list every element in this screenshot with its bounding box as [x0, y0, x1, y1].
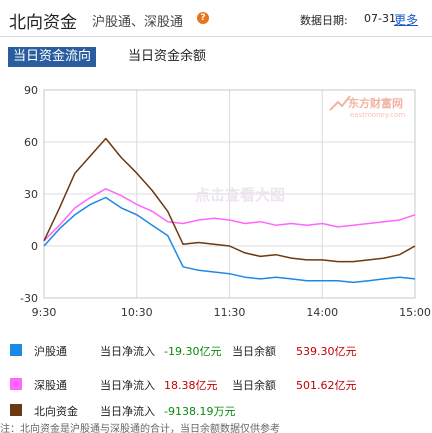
- legend-balance-label: 当日余额: [232, 345, 276, 358]
- x-tick-label: 9:30: [32, 306, 57, 319]
- hgt-swatch-icon: [10, 344, 22, 356]
- x-tick-label: 11:30: [214, 306, 246, 319]
- x-tick-label: 14:00: [306, 306, 338, 319]
- legend-row-sgt[interactable]: 深股通 当日净流入 18.38亿元 当日余额 501.62亿元: [0, 374, 432, 396]
- y-tick-label: 60: [24, 136, 38, 149]
- legend-inflow-label: 当日净流入: [100, 379, 155, 392]
- sgt-line: [43, 188, 416, 242]
- header-divider: [0, 36, 432, 37]
- tab-daily-flow[interactable]: 当日资金流向: [8, 47, 97, 67]
- legend-name: 北向资金: [34, 405, 78, 418]
- x-tick-label: 10:30: [121, 306, 153, 319]
- plot-border: [43, 89, 416, 299]
- chart-watermark: 东方财富网 eastmoney.com 点击查看大图: [195, 95, 405, 204]
- chart-grid: [43, 89, 416, 299]
- date-value: 07-31: [364, 12, 396, 25]
- y-tick-label: 0: [31, 240, 38, 253]
- more-link[interactable]: 更多: [394, 13, 419, 27]
- watermark-brand-en: eastmoney.com: [350, 111, 405, 119]
- page-title: 北向资金: [9, 13, 77, 33]
- page-subtitle: 沪股通、深股通: [92, 15, 184, 30]
- legend-name: 沪股通: [34, 345, 67, 358]
- legend-inflow-value: 18.38亿元: [164, 379, 218, 392]
- chart-axes: 90 60 30 0 -309:30 10:30 11:30 14:00 15:00: [20, 84, 431, 319]
- north-line: [43, 137, 416, 263]
- sgt-swatch-icon: [10, 378, 22, 390]
- x-tick-label: 15:00: [399, 306, 431, 319]
- legend-inflow-value: -19.30亿元: [164, 345, 222, 358]
- legend-name: 深股通: [34, 379, 67, 392]
- y-tick-label: -30: [20, 292, 38, 305]
- watermark-center[interactable]: 点击查看大图: [195, 186, 285, 204]
- legend-balance-value: 501.62亿元: [296, 379, 357, 392]
- legend-inflow-label: 当日净流入: [100, 345, 155, 358]
- chart-lines: [43, 137, 416, 284]
- date-label: 数据日期:: [300, 14, 348, 27]
- legend-balance-value: 539.30亿元: [296, 345, 357, 358]
- watermark-brand: 东方财富网: [348, 96, 403, 110]
- help-icon[interactable]: ?: [197, 12, 209, 24]
- hgt-line: [43, 196, 416, 284]
- north-swatch-icon: [10, 404, 22, 416]
- legend-inflow-label: 当日净流入: [100, 405, 155, 418]
- y-tick-label: 30: [24, 188, 38, 201]
- legend-inflow-value: -9138.19万元: [164, 405, 236, 418]
- tab-bar: 当日资金流向 当日资金余额: [0, 44, 432, 70]
- page-header: 北向资金 沪股通、深股通 ? 数据日期: 07-31 更多: [0, 0, 432, 37]
- legend-row-north[interactable]: 北向资金 当日净流入 -9138.19万元: [0, 400, 432, 422]
- flow-chart[interactable]: 东方财富网 eastmoney.com 点击查看大图 90 60 30 0 -309:3…: [0, 70, 432, 332]
- footnote: 注：北向资金是沪股通与深股通的合计，当日余额数据仅供参考: [0, 424, 280, 433]
- legend-balance-label: 当日余额: [232, 379, 276, 392]
- y-tick-label: 90: [24, 84, 38, 97]
- legend-row-hgt[interactable]: 沪股通 当日净流入 -19.30亿元 当日余额 539.30亿元: [0, 340, 432, 362]
- tab-daily-balance[interactable]: 当日资金余额: [128, 49, 207, 64]
- watermark-logo-icon: [329, 95, 351, 111]
